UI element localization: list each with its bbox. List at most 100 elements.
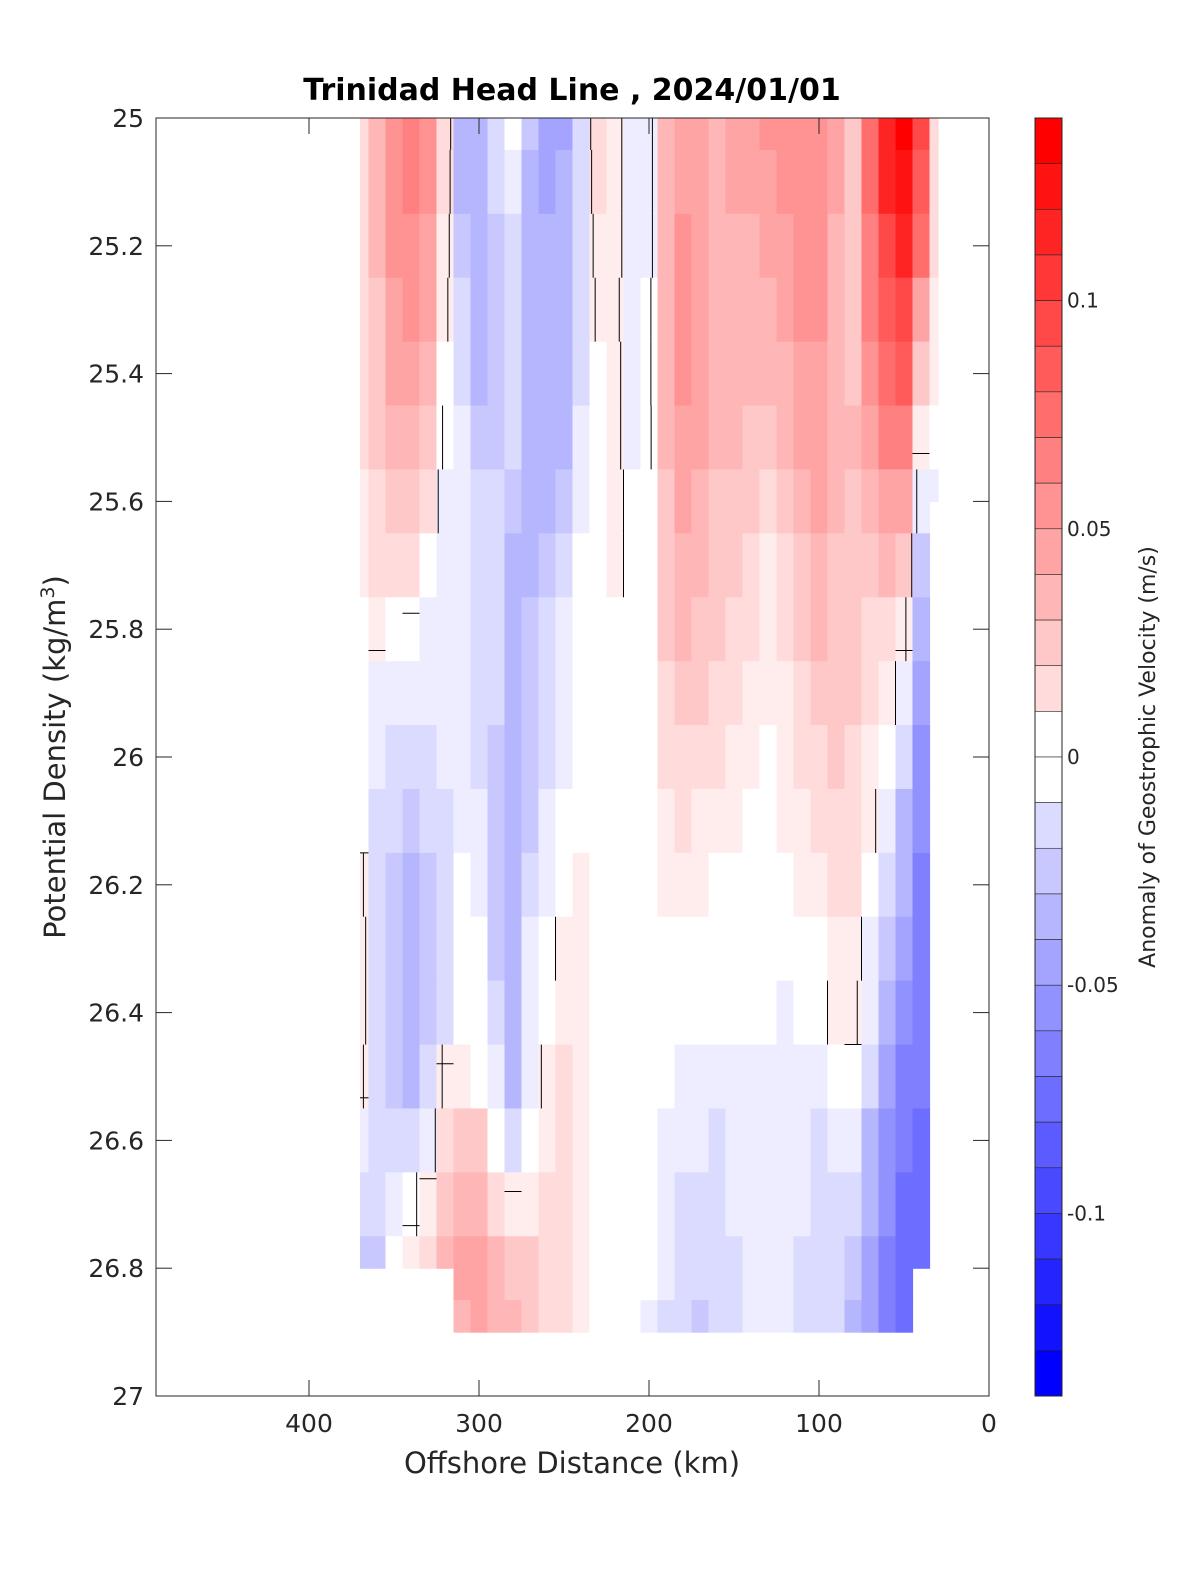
field-cell [453, 118, 472, 151]
field-cell [521, 597, 540, 662]
field-cell [878, 213, 897, 279]
colorbar-segment [1034, 208, 1063, 256]
field-cell [470, 213, 489, 279]
colorbar-segment [1034, 300, 1063, 347]
field-cell [589, 1300, 608, 1333]
field-cell [504, 405, 523, 471]
field-cell [691, 661, 710, 726]
field-cell [861, 1044, 880, 1110]
field-cell [504, 277, 523, 343]
field-cell [470, 1044, 489, 1110]
field-cell [640, 788, 659, 854]
field-cell [810, 1108, 829, 1173]
field-cell [360, 1236, 370, 1269]
field-cell [742, 725, 761, 790]
colorbar-segment [1034, 893, 1063, 940]
field-cell [657, 1172, 676, 1237]
field-cell [793, 661, 812, 726]
field-cell [708, 149, 727, 215]
field-cell [589, 213, 608, 279]
colorbar-segment [1034, 1030, 1063, 1077]
field-cell [368, 661, 387, 726]
field-cell [759, 341, 778, 407]
field-cell [453, 725, 472, 790]
field-cell [555, 405, 574, 471]
field-cell [470, 725, 489, 790]
field-cell [827, 277, 846, 343]
field-cell [360, 149, 370, 215]
field-cell [844, 341, 863, 407]
field-cell [657, 1044, 676, 1110]
field-cell [810, 341, 829, 407]
field-cell [504, 118, 523, 151]
colorbar-segment [1034, 665, 1063, 712]
field-cell [385, 661, 404, 726]
field-cell [742, 149, 761, 215]
field-cell [385, 1236, 404, 1269]
field-cell [470, 118, 489, 151]
field-cell [793, 213, 812, 279]
colorbar-ticks: 0.1 0.05 0 -0.05 -0.1 [1067, 289, 1119, 1226]
field-cell [759, 725, 778, 790]
field-cell [606, 213, 625, 279]
field-cell [844, 149, 863, 215]
field-cell [470, 533, 489, 598]
field-cell [674, 533, 693, 598]
field-cell [436, 1044, 455, 1110]
field-cell [708, 1108, 727, 1173]
field-cell [436, 1172, 455, 1237]
field-cell [521, 1044, 540, 1110]
field-cell [385, 341, 404, 407]
field-cell [470, 149, 489, 215]
field-cell [725, 341, 744, 407]
field-cell [674, 1300, 693, 1333]
field-cell [360, 1044, 370, 1110]
field-cell [360, 1108, 370, 1173]
field-cell [589, 597, 608, 662]
field-cell [640, 980, 659, 1046]
field-cell [555, 1108, 574, 1173]
field-cell [742, 1300, 761, 1333]
field-cell [589, 533, 608, 598]
field-cell [555, 118, 574, 151]
field-cell [861, 916, 880, 982]
field-cell [657, 1236, 676, 1301]
field-cell [657, 916, 676, 982]
field-cell [504, 1236, 523, 1301]
field-cell [878, 533, 897, 598]
field-cell [674, 213, 693, 279]
field-cell [759, 661, 778, 726]
field-cell [555, 788, 574, 854]
field-cell [742, 597, 761, 662]
field-cell [436, 533, 455, 598]
field-cell [725, 213, 744, 279]
field-cell [419, 597, 438, 662]
field-cell [572, 980, 591, 1046]
field-cell [691, 533, 710, 598]
field-cell [368, 725, 387, 790]
field-cell [623, 533, 642, 598]
field-cell [657, 213, 676, 279]
field-cell [470, 661, 489, 726]
field-cell [487, 149, 506, 215]
colorbar-segment [1034, 1350, 1063, 1397]
field-cell [674, 1172, 693, 1237]
field-cell [521, 213, 540, 279]
field-cell [504, 597, 523, 662]
field-cell [436, 852, 455, 918]
field-cell [674, 980, 693, 1046]
field-cell [895, 1300, 914, 1333]
field-cell [470, 980, 489, 1046]
y-tick-label: 25.8 [88, 615, 144, 644]
field-cell [929, 405, 939, 471]
field-cell [640, 118, 659, 151]
zero-contour-lines [360, 118, 930, 1237]
field-cell [844, 852, 863, 918]
field-cell [912, 788, 931, 854]
field-cell [623, 788, 642, 854]
field-cell [521, 1300, 540, 1333]
field-cell [606, 661, 625, 726]
field-cell [742, 341, 761, 407]
field-cell [844, 533, 863, 598]
field-cell [708, 1300, 727, 1333]
